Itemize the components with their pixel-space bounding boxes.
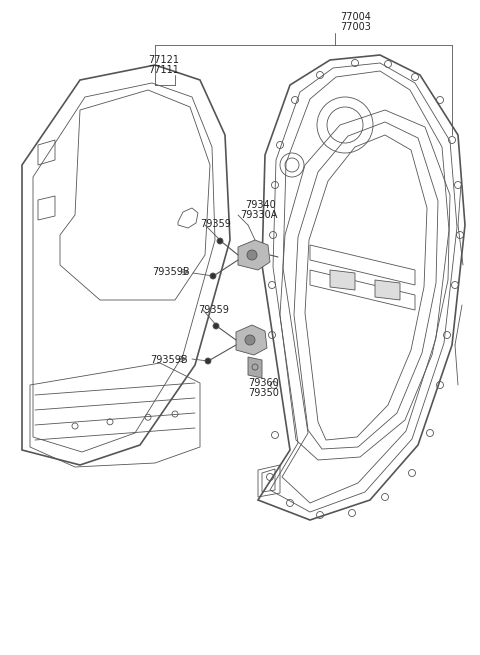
Circle shape: [245, 335, 255, 345]
Polygon shape: [236, 325, 267, 355]
Polygon shape: [238, 240, 270, 270]
Text: 79340: 79340: [245, 200, 276, 210]
Text: 79360: 79360: [248, 378, 279, 388]
Text: 77121: 77121: [148, 55, 179, 65]
Text: 79330A: 79330A: [240, 210, 277, 220]
Circle shape: [205, 358, 211, 364]
Text: 79359B: 79359B: [152, 267, 190, 277]
Polygon shape: [248, 357, 262, 378]
Circle shape: [210, 273, 216, 279]
Text: 79350: 79350: [248, 388, 279, 398]
Text: 77003: 77003: [340, 22, 371, 32]
Text: 79359: 79359: [200, 219, 231, 229]
Circle shape: [247, 250, 257, 260]
Text: 77111: 77111: [148, 65, 179, 75]
Circle shape: [213, 323, 219, 329]
Polygon shape: [375, 280, 400, 300]
Text: 77004: 77004: [340, 12, 371, 22]
Text: 79359: 79359: [198, 305, 229, 315]
Circle shape: [217, 238, 223, 244]
Text: 79359B: 79359B: [150, 355, 188, 365]
Polygon shape: [330, 270, 355, 290]
